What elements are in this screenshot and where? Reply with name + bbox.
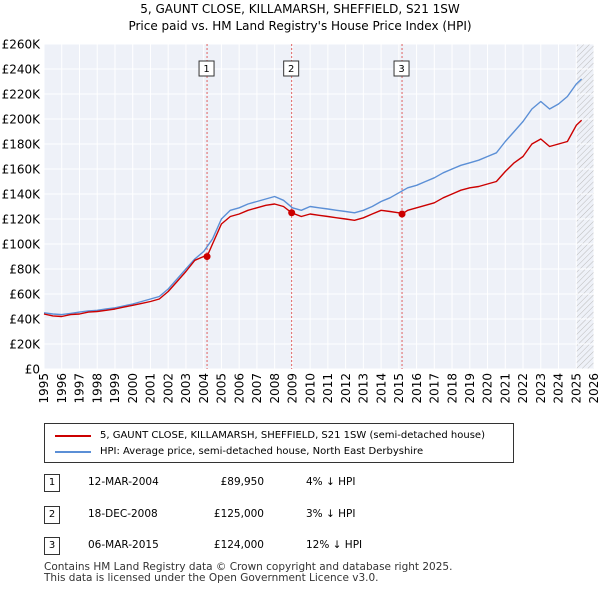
x-tick-label: 2004 xyxy=(197,373,211,404)
y-tick-label: £40K xyxy=(9,313,41,327)
x-tick-label: 2013 xyxy=(357,373,371,404)
price-chart: 1 2 3 £0 £20K £40K £60K £80K £100K £120K £140K £160… xyxy=(2,38,600,404)
x-tick-label: 2003 xyxy=(179,373,193,404)
y-tick-label: £60K xyxy=(9,288,41,302)
x-tick-label: 2000 xyxy=(126,373,140,404)
marker-label-box xyxy=(198,60,215,77)
x-tick-label: 2007 xyxy=(250,373,264,404)
legend-swatch-red xyxy=(55,434,91,437)
transaction-hpi-diff: 4% ↓ HPI xyxy=(306,476,356,488)
x-tick-label: 1996 xyxy=(55,373,69,404)
x-tick-label: 2025 xyxy=(569,373,583,404)
x-tick-label: 2001 xyxy=(144,373,158,404)
x-tick-label: 1998 xyxy=(90,373,104,404)
y-tick-label: £140K xyxy=(2,188,42,202)
y-tick-label: £240K xyxy=(2,63,42,77)
x-tick-label: 1995 xyxy=(37,373,51,404)
transaction-price: £89,950 xyxy=(220,476,264,488)
legend-swatch-blue xyxy=(55,450,91,453)
y-tick-label: £0 xyxy=(25,363,40,377)
legend-label: 5, GAUNT CLOSE, KILLAMARSH, SHEFFIELD, S… xyxy=(100,430,485,441)
y-tick-label: £180K xyxy=(2,138,42,152)
sale-point xyxy=(288,209,296,217)
series-line-hpi xyxy=(43,78,583,316)
transaction-date: 18-DEC-2008 xyxy=(88,508,158,520)
legend-item-hpi: HPI: Average price, semi-detached house,… xyxy=(55,446,423,457)
x-tick-label: 2020 xyxy=(481,373,495,404)
legend-item-property: 5, GAUNT CLOSE, KILLAMARSH, SHEFFIELD, S… xyxy=(55,430,485,441)
y-tick-label: £200K xyxy=(2,113,42,127)
forecast-region xyxy=(576,44,594,369)
transaction-date: 06-MAR-2015 xyxy=(88,539,159,551)
x-tick-label: 1997 xyxy=(73,373,87,404)
transaction-number: 2 xyxy=(44,506,60,524)
footer-licence: This data is licensed under the Open Gov… xyxy=(44,572,379,584)
transaction-price: £125,000 xyxy=(213,508,264,520)
x-tick-label: 2012 xyxy=(339,373,353,404)
y-tick-label: £120K xyxy=(2,213,42,227)
transaction-hpi-diff: 3% ↓ HPI xyxy=(306,508,356,520)
transaction-number: 1 xyxy=(44,474,60,492)
x-tick-label: 1999 xyxy=(108,373,122,404)
sale-point xyxy=(398,210,406,218)
marker-label: 2 xyxy=(288,64,294,75)
legend: 5, GAUNT CLOSE, KILLAMARSH, SHEFFIELD, S… xyxy=(44,423,514,463)
footer-copyright: Contains HM Land Registry data © Crown c… xyxy=(44,561,453,573)
chart-subtitle: Price paid vs. HM Land Registry's House … xyxy=(128,19,472,33)
x-tick-label: 2021 xyxy=(498,373,512,404)
x-tick-label: 2008 xyxy=(268,373,282,404)
y-tick-label: £20K xyxy=(9,338,41,352)
y-tick-label: £260K xyxy=(2,38,42,52)
y-tick-label: £80K xyxy=(9,263,41,277)
transaction-number: 3 xyxy=(44,537,60,555)
x-tick-label: 2014 xyxy=(374,373,388,404)
marker-label-box xyxy=(393,60,410,77)
x-tick-label: 2017 xyxy=(428,373,442,404)
x-tick-label: 2009 xyxy=(286,373,300,404)
x-tick-label: 2022 xyxy=(516,373,530,404)
legend-label: HPI: Average price, semi-detached house,… xyxy=(100,446,424,457)
x-tick-label: 2005 xyxy=(215,373,229,404)
transaction-date: 12-MAR-2004 xyxy=(88,476,159,488)
marker-label: 1 xyxy=(203,64,209,75)
x-tick-label: 2010 xyxy=(303,373,317,404)
x-tick-label: 2019 xyxy=(463,373,477,404)
marker-label-box xyxy=(283,60,300,77)
x-tick-label: 2002 xyxy=(161,373,175,404)
y-tick-label: £220K xyxy=(2,88,42,102)
y-tick-label: £160K xyxy=(2,163,42,177)
x-tick-label: 2011 xyxy=(321,373,335,404)
series-line-property xyxy=(43,119,583,318)
chart-title: 5, GAUNT CLOSE, KILLAMARSH, SHEFFIELD, S… xyxy=(140,2,460,16)
x-tick-label: 2018 xyxy=(445,373,459,404)
marker-label: 3 xyxy=(398,64,404,75)
transaction-price: £124,000 xyxy=(213,539,264,551)
x-tick-label: 2026 xyxy=(587,373,600,404)
transaction-hpi-diff: 12% ↓ HPI xyxy=(306,539,363,551)
x-tick-label: 2015 xyxy=(392,373,406,404)
x-tick-label: 2006 xyxy=(232,373,246,404)
sale-point xyxy=(203,253,211,261)
plot-area xyxy=(44,44,594,369)
x-tick-label: 2023 xyxy=(534,373,548,404)
x-tick-label: 2016 xyxy=(410,373,424,404)
y-tick-label: £100K xyxy=(2,238,42,252)
x-tick-label: 2024 xyxy=(552,373,566,404)
